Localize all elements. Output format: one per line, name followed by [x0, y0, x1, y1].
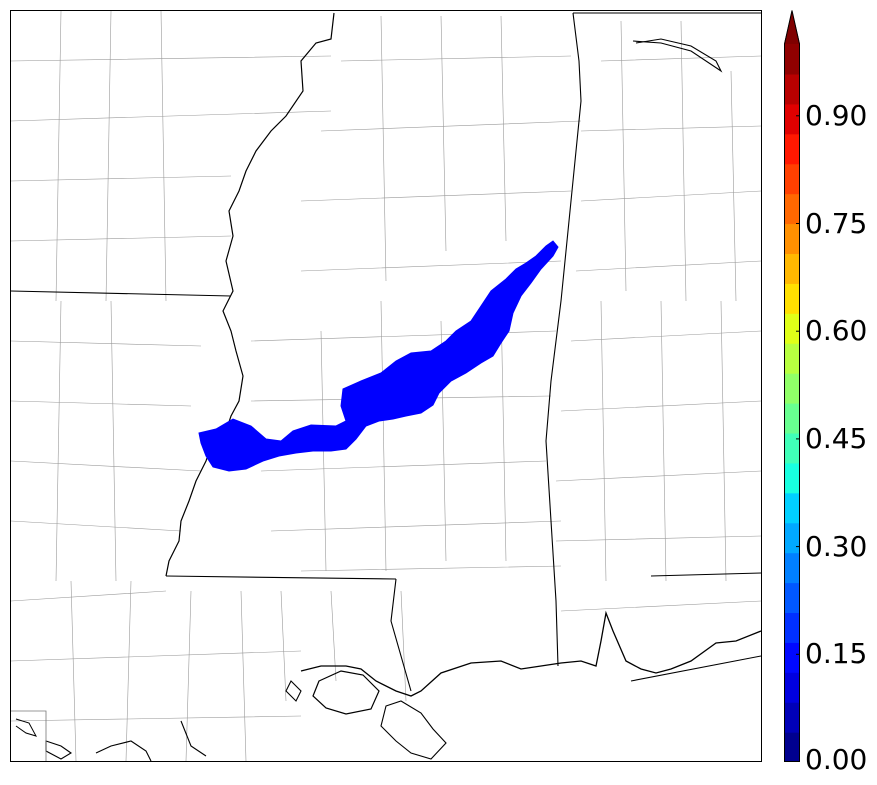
- colorbar-segment: [784, 44, 800, 75]
- map-panel: [10, 10, 762, 762]
- colorbar-segment: [784, 582, 800, 614]
- colorbar-segment: [784, 612, 800, 643]
- colorbar-segment: [784, 732, 800, 762]
- colorbar-segment: [784, 283, 800, 314]
- state-boundaries: [11, 12, 761, 692]
- colorbar-tick-label: 0.60: [805, 314, 868, 348]
- colorbar-segment: [784, 373, 800, 404]
- colorbar-segment: [784, 403, 800, 434]
- colorbar-tick-label: 0.00: [805, 743, 868, 776]
- colorbar-segment: [784, 103, 800, 135]
- inset-coast: [15, 718, 38, 737]
- colorbar-extend-arrow: [784, 10, 800, 44]
- coastline: [300, 610, 761, 697]
- colorbar-segment: [784, 432, 800, 464]
- coastal-marsh: [45, 38, 723, 761]
- colorbar-segment: [784, 492, 800, 524]
- colorbar-segment: [784, 253, 800, 284]
- colorbar-segment: [784, 552, 800, 584]
- county-boundaries: [11, 11, 761, 761]
- inset-frame: [11, 710, 47, 761]
- colorbar-segment: [784, 193, 800, 225]
- colorbar-tick-label: 0.45: [805, 421, 868, 455]
- colorbar-segment: [784, 73, 800, 105]
- colorbar-segment: [784, 642, 800, 673]
- map-canvas: [11, 11, 761, 761]
- colorbar-tick-label: 0.30: [805, 529, 868, 563]
- colorbar-segment: [784, 313, 800, 344]
- probability-field: [198, 240, 559, 472]
- colorbar-segment: [784, 522, 800, 554]
- colorbar-tick-label: 0.15: [805, 637, 868, 671]
- lake-outline: [312, 670, 380, 715]
- colorbar-tick-label: 0.75: [805, 206, 868, 240]
- colorbar-segment: [784, 223, 800, 255]
- colorbar: [784, 10, 800, 762]
- river-boundary: [165, 12, 335, 577]
- colorbar-segment: [784, 702, 800, 733]
- colorbar-segment: [784, 133, 800, 165]
- colorbar-segment: [784, 343, 800, 374]
- colorbar-tick-label: 0.90: [805, 98, 868, 132]
- colorbar-segment: [784, 462, 800, 494]
- colorbar-segment: [784, 163, 800, 195]
- colorbar-segment: [784, 672, 800, 703]
